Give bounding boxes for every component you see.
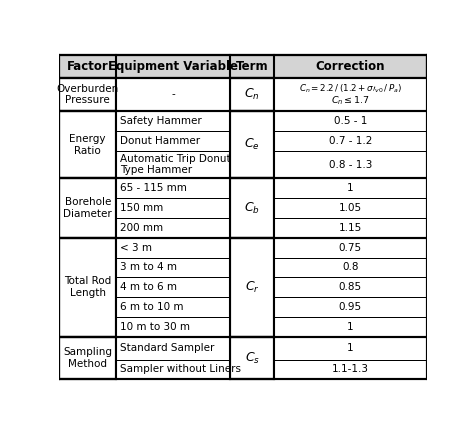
- Text: 0.95: 0.95: [339, 302, 362, 312]
- Bar: [274, 198, 427, 218]
- Text: $C_n = 2.2\,/\,(1.2+\sigma\prime_{v0}\,/\,P_a)$: $C_n = 2.2\,/\,(1.2+\sigma\prime_{v0}\,/…: [299, 82, 402, 95]
- Text: 150 mm: 150 mm: [120, 203, 163, 213]
- Bar: [274, 131, 427, 151]
- Bar: [274, 258, 427, 277]
- Bar: [59, 55, 427, 78]
- Bar: [230, 78, 274, 111]
- Bar: [116, 359, 230, 379]
- Text: 1: 1: [347, 322, 354, 332]
- Bar: [230, 238, 274, 337]
- Text: 0.85: 0.85: [339, 282, 362, 292]
- Text: 0.5 - 1: 0.5 - 1: [334, 116, 367, 126]
- Text: 65 - 115 mm: 65 - 115 mm: [120, 183, 187, 193]
- Text: $C_n \leq 1.7$: $C_n \leq 1.7$: [331, 94, 370, 107]
- Bar: [230, 111, 274, 178]
- Text: 1.05: 1.05: [339, 203, 362, 213]
- Text: Equipment Variable: Equipment Variable: [108, 60, 238, 73]
- Bar: [59, 337, 116, 379]
- Text: 1: 1: [347, 183, 354, 193]
- Text: 3 m to 4 m: 3 m to 4 m: [120, 262, 177, 273]
- Bar: [59, 111, 116, 178]
- Text: $C_r$: $C_r$: [245, 280, 259, 295]
- Text: Energy
Ratio: Energy Ratio: [70, 134, 106, 156]
- Text: Correction: Correction: [316, 60, 385, 73]
- Bar: [274, 218, 427, 238]
- Text: Sampler without Liners: Sampler without Liners: [120, 365, 241, 375]
- Text: Total Rod
Length: Total Rod Length: [64, 276, 111, 298]
- Bar: [116, 151, 230, 178]
- Text: Overburden
Pressure: Overburden Pressure: [56, 84, 119, 105]
- Bar: [116, 78, 230, 111]
- Text: $C_b$: $C_b$: [244, 200, 260, 215]
- Text: 10 m to 30 m: 10 m to 30 m: [120, 322, 190, 332]
- Bar: [274, 317, 427, 337]
- Bar: [274, 178, 427, 198]
- Text: 4 m to 6 m: 4 m to 6 m: [120, 282, 177, 292]
- Bar: [230, 178, 274, 238]
- Text: 0.75: 0.75: [339, 243, 362, 252]
- Bar: [116, 277, 230, 297]
- Bar: [59, 178, 116, 238]
- Text: 200 mm: 200 mm: [120, 223, 163, 233]
- Text: $C_n$: $C_n$: [244, 87, 260, 102]
- Bar: [274, 277, 427, 297]
- Text: Borehole
Diameter: Borehole Diameter: [64, 197, 112, 219]
- Text: $C_e$: $C_e$: [244, 137, 260, 152]
- Bar: [274, 297, 427, 317]
- Bar: [274, 111, 427, 131]
- Text: 1.1-1.3: 1.1-1.3: [332, 365, 369, 375]
- Bar: [116, 178, 230, 198]
- Bar: [116, 297, 230, 317]
- Bar: [116, 198, 230, 218]
- Text: $C_s$: $C_s$: [245, 350, 260, 366]
- Bar: [274, 359, 427, 379]
- Bar: [59, 238, 116, 337]
- Text: Automatic Trip Donut
Type Hammer: Automatic Trip Donut Type Hammer: [120, 154, 230, 175]
- Text: Factor: Factor: [67, 60, 109, 73]
- Bar: [230, 337, 274, 379]
- Text: Safety Hammer: Safety Hammer: [120, 116, 201, 126]
- Text: -: -: [171, 89, 175, 99]
- Bar: [116, 218, 230, 238]
- Text: < 3 m: < 3 m: [120, 243, 152, 252]
- Bar: [59, 78, 116, 111]
- Bar: [116, 258, 230, 277]
- Text: 1: 1: [347, 343, 354, 353]
- Bar: [116, 238, 230, 258]
- Text: Donut Hammer: Donut Hammer: [120, 136, 200, 146]
- Bar: [116, 131, 230, 151]
- Bar: [274, 78, 427, 111]
- Text: 0.7 - 1.2: 0.7 - 1.2: [328, 136, 372, 146]
- Text: Sampling
Method: Sampling Method: [63, 347, 112, 369]
- Text: Term: Term: [236, 60, 268, 73]
- Text: 6 m to 10 m: 6 m to 10 m: [120, 302, 183, 312]
- Bar: [116, 337, 230, 359]
- Text: Standard Sampler: Standard Sampler: [120, 343, 214, 353]
- Text: 1.15: 1.15: [339, 223, 362, 233]
- Bar: [116, 317, 230, 337]
- Text: 0.8: 0.8: [342, 262, 359, 273]
- Bar: [116, 111, 230, 131]
- Bar: [274, 238, 427, 258]
- Text: 0.8 - 1.3: 0.8 - 1.3: [328, 160, 372, 169]
- Bar: [274, 151, 427, 178]
- Bar: [274, 337, 427, 359]
